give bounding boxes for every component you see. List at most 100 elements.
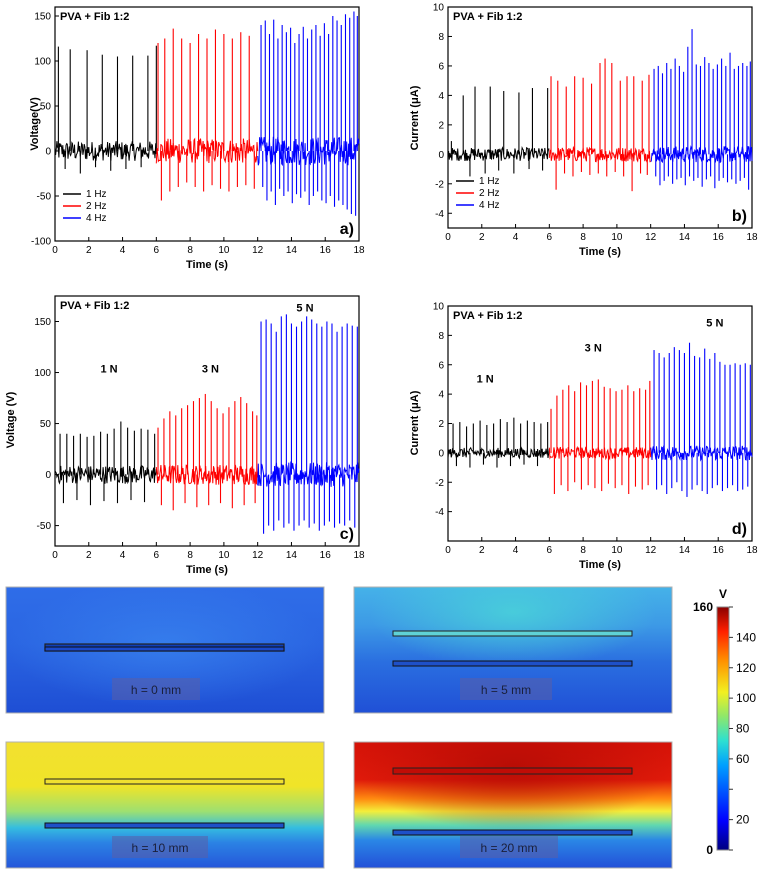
- sim-label: h = 20 mm: [480, 841, 537, 855]
- y-tick-label: 10: [433, 302, 445, 313]
- x-tick-label: 2: [86, 245, 92, 256]
- y-tick-label: 2: [438, 419, 444, 430]
- panel-letter: c): [340, 526, 354, 543]
- x-tick-label: 14: [286, 245, 298, 256]
- colorbar-tick-label: 60: [736, 752, 750, 766]
- series-2-Hz: [155, 28, 259, 201]
- signal-noise: [155, 464, 259, 486]
- legend-label: 1 Hz: [479, 176, 500, 187]
- plot-frame: [447, 6, 753, 229]
- force-label: 3 N: [585, 343, 602, 355]
- y-tick-label: -4: [435, 209, 444, 220]
- x-tick-label: 12: [645, 232, 657, 243]
- x-tick-label: 10: [611, 545, 623, 556]
- legend: 1 Hz2 Hz4 Hz: [456, 176, 500, 211]
- y-axis-label: Voltage(V): [29, 97, 41, 151]
- x-tick-label: 16: [713, 545, 725, 556]
- signal-noise: [548, 445, 652, 461]
- force-label: 1 N: [100, 364, 117, 376]
- colorbar-tick-label: 160: [693, 600, 713, 614]
- x-tick-label: 16: [320, 550, 332, 561]
- y-tick-label: 4: [438, 390, 444, 401]
- y-tick-label: -2: [435, 478, 444, 489]
- y-tick-label: 4: [438, 91, 444, 102]
- x-tick-label: 0: [52, 245, 58, 256]
- x-tick-label: 0: [445, 545, 451, 556]
- force-label: 5 N: [296, 302, 313, 314]
- x-tick-label: 14: [286, 550, 298, 561]
- chart-c: 0 2 4 6 8 10 12 14 16 18 -50 0 50 100 150 Time (s) Volta…: [5, 295, 365, 576]
- x-tick-label: 4: [120, 245, 126, 256]
- signal-noise: [650, 445, 753, 462]
- sim-label: h = 10 mm: [131, 841, 188, 855]
- chart-title: PVA + Fib 1:2: [60, 11, 129, 23]
- x-tick-label: 18: [353, 550, 365, 561]
- panel-letter: d): [732, 521, 747, 538]
- colorbar-gradient: [716, 606, 730, 851]
- legend-label: 1 Hz: [86, 189, 107, 200]
- y-tick-label: 100: [34, 368, 51, 379]
- sim-panel-h10: h = 10 mm: [5, 741, 325, 869]
- x-axis-label: Time (s): [186, 564, 228, 576]
- x-tick-label: 10: [611, 232, 623, 243]
- series-1-Hz: [54, 45, 157, 174]
- sim-panel-h0: h = 0 mm: [5, 586, 325, 714]
- x-tick-label: 14: [679, 232, 691, 243]
- x-tick-label: 18: [746, 232, 758, 243]
- x-axis-label: Time (s): [186, 259, 228, 271]
- y-tick-label: 10: [433, 3, 445, 14]
- x-tick-label: 8: [580, 232, 586, 243]
- series-1-Hz: [447, 86, 550, 177]
- y-tick-label: 150: [34, 12, 51, 23]
- chart-title: PVA + Fib 1:2: [60, 300, 129, 312]
- y-tick-label: -50: [37, 521, 52, 532]
- signal-noise: [54, 141, 157, 161]
- y-tick-label: 0: [45, 470, 51, 481]
- chart-a: 0 2 4 6 8 10 12 14 16 18 -100 -50 0 50 100 150 Time (s) V…: [29, 6, 365, 271]
- x-tick-label: 12: [252, 245, 264, 256]
- colorbar-unit: V: [719, 587, 727, 601]
- force-label: 1 N: [477, 373, 494, 385]
- y-tick-label: -4: [435, 507, 444, 518]
- electrode-top: [392, 767, 633, 775]
- series-1-N: [54, 421, 157, 506]
- y-tick-label: 50: [40, 102, 52, 113]
- colorbar-tick-label: 140: [736, 630, 756, 644]
- colorbar-tick-label: 120: [736, 661, 756, 675]
- legend-label: 2 Hz: [86, 201, 107, 212]
- sim-label: h = 0 mm: [131, 683, 181, 697]
- x-tick-label: 0: [52, 550, 58, 561]
- x-tick-label: 10: [218, 550, 230, 561]
- signal-noise: [548, 145, 651, 163]
- y-tick-label: -100: [31, 237, 51, 248]
- y-tick-label: 8: [438, 331, 444, 342]
- series-3-N: [155, 393, 259, 511]
- chart-title: PVA + Fib 1:2: [453, 11, 522, 23]
- chart-title: PVA + Fib 1:2: [453, 310, 522, 322]
- x-tick-label: 4: [120, 550, 126, 561]
- colorbar: V 0 20 60 80 100 120 140 160: [693, 587, 756, 857]
- y-tick-label: 150: [34, 317, 51, 328]
- x-tick-label: 2: [479, 232, 485, 243]
- electrode-top: [392, 630, 633, 637]
- sim-panel-h20: h = 20 mm: [353, 741, 673, 869]
- simulation-panels: h = 0 mm h = 5 mm h = 10 mm h = 20 mm: [5, 586, 673, 869]
- series-5-N: [257, 314, 360, 534]
- x-tick-label: 6: [547, 232, 553, 243]
- x-tick-label: 12: [252, 550, 264, 561]
- x-tick-label: 2: [86, 550, 92, 561]
- signal-noise: [257, 136, 360, 167]
- x-tick-label: 16: [320, 245, 332, 256]
- colorbar-tick-label: 80: [736, 722, 750, 736]
- force-label: 5 N: [706, 318, 723, 330]
- y-tick-label: 6: [438, 360, 444, 371]
- y-tick-label: 6: [438, 61, 444, 72]
- y-tick-label: 8: [438, 32, 444, 43]
- series-5-N: [650, 342, 753, 497]
- x-tick-label: 8: [187, 245, 193, 256]
- y-tick-label: -2: [435, 179, 444, 190]
- electrode-top: [44, 778, 285, 785]
- colorbar-tick-label: 20: [736, 813, 750, 827]
